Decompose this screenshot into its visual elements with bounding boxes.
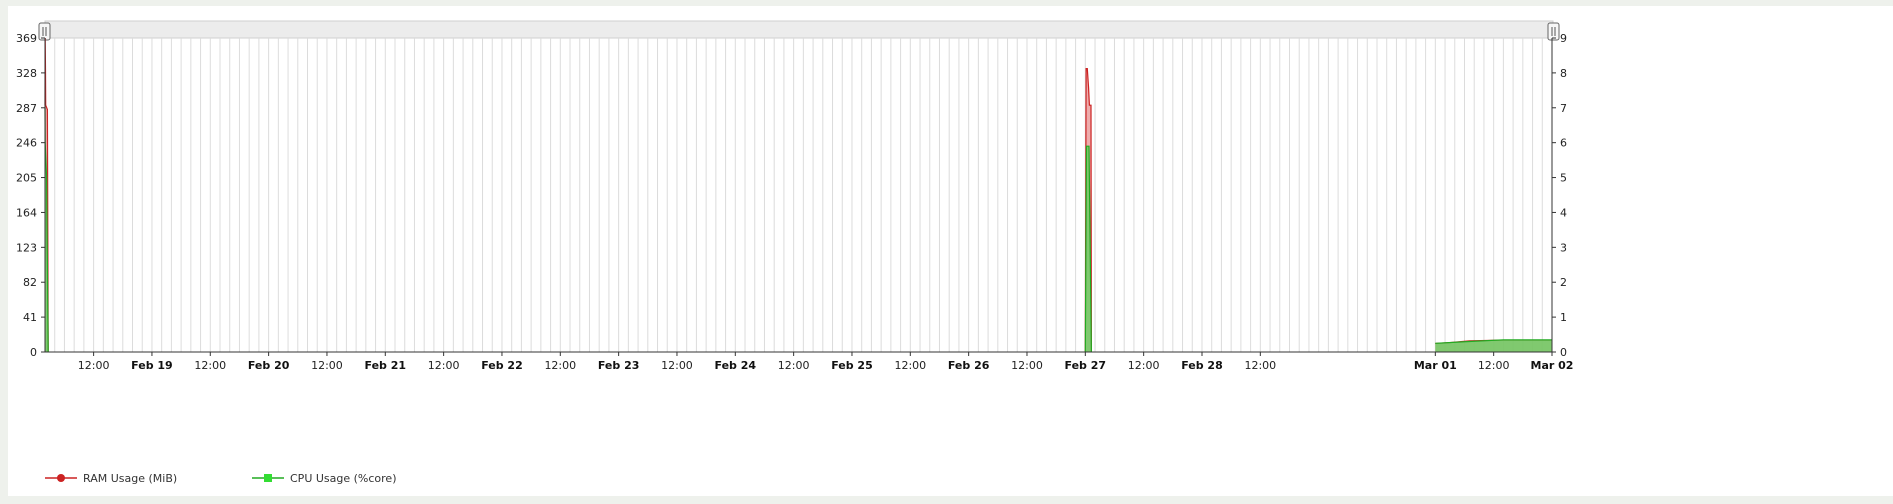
y-right-tick-label: 8 — [1560, 67, 1567, 80]
x-tick-label: Feb 20 — [248, 359, 290, 372]
legend: RAM Usage (MiB) CPU Usage (%core) — [45, 472, 397, 485]
x-tick-label: Feb 27 — [1065, 359, 1107, 372]
usage-chart: 12:00 Feb 19 12:00 Feb 20 12:00 Feb 21 12:00 Fe… — [16, 20, 1574, 485]
legend-item-ram[interactable]: RAM Usage (MiB) — [45, 472, 177, 485]
nav-handle-left[interactable] — [38, 22, 51, 41]
x-tick-label: Feb 28 — [1181, 359, 1223, 372]
series-line-cpu — [1435, 339, 1552, 344]
y-right-tick-label: 7 — [1560, 102, 1567, 115]
x-tick-label: 12:00 — [1128, 359, 1160, 372]
x-tick-label: Feb 21 — [365, 359, 407, 372]
x-tick-label: Feb 24 — [715, 359, 757, 372]
range-navigator[interactable] — [44, 20, 1554, 39]
y-left-tick-label: 328 — [16, 67, 37, 80]
x-tick-label: Feb 22 — [481, 359, 523, 372]
x-tick-label: Mar 02 — [1531, 359, 1574, 372]
x-tick-label: 12:00 — [894, 359, 926, 372]
series-line-ram — [1084, 67, 1093, 353]
y-right-tick-label: 6 — [1560, 137, 1567, 150]
y-right-tick-label: 0 — [1560, 346, 1567, 359]
x-tick-label: 12:00 — [428, 359, 460, 372]
x-tick-label: 12:00 — [1011, 359, 1043, 372]
x-axis-ticks: 12:00 Feb 19 12:00 Feb 20 12:00 Feb 21 12:00 Fe… — [45, 351, 1574, 372]
y-right-tick-label: 9 — [1560, 32, 1567, 45]
series-line-cpu — [1084, 145, 1092, 353]
grid-lines — [44, 38, 1553, 352]
y-left-tick-label: 164 — [16, 206, 37, 219]
y-right-tick-label: 2 — [1560, 276, 1567, 289]
plot-area — [44, 37, 1552, 353]
x-tick-label: Feb 26 — [948, 359, 990, 372]
x-tick-label: 12:00 — [311, 359, 343, 372]
x-tick-label: 12:00 — [194, 359, 226, 372]
legend-square-marker — [264, 474, 272, 482]
nav-handle-right[interactable] — [1547, 22, 1560, 41]
y-left-tick-label: 246 — [16, 137, 37, 150]
y-left-tick-label: 123 — [16, 241, 37, 254]
y-right-tick-label: 5 — [1560, 172, 1567, 185]
x-tick-label: 12:00 — [661, 359, 693, 372]
x-tick-label: 12:00 — [78, 359, 110, 372]
legend-label: RAM Usage (MiB) — [83, 472, 177, 485]
y-left-tick-label: 82 — [23, 276, 37, 289]
y-left-tick-label: 41 — [23, 311, 37, 324]
y-left-tick-label: 0 — [30, 346, 37, 359]
y-left-tick-label: 287 — [16, 102, 37, 115]
x-tick-label: 12:00 — [778, 359, 810, 372]
x-tick-label: 12:00 — [1244, 359, 1276, 372]
y-axis-left: 0 41 82 123 164 205 246 287 328 369 — [16, 32, 46, 359]
y-left-tick-label: 205 — [16, 172, 37, 185]
legend-label: CPU Usage (%core) — [290, 472, 397, 485]
series-area-cpu — [1085, 146, 1092, 352]
x-tick-label: 12:00 — [544, 359, 576, 372]
x-tick-label: Feb 19 — [131, 359, 173, 372]
series-area-cpu — [1435, 339, 1552, 352]
y-right-tick-label: 4 — [1560, 206, 1567, 219]
y-axis-right: 0 1 2 3 4 5 6 7 8 9 — [1551, 32, 1567, 359]
x-tick-label: Feb 23 — [598, 359, 640, 372]
chart-frame: 12:00 Feb 19 12:00 Feb 20 12:00 Feb 21 12:00 Fe… — [8, 6, 1893, 496]
x-tick-label: Feb 25 — [831, 359, 873, 372]
legend-item-cpu[interactable]: CPU Usage (%core) — [252, 472, 397, 485]
legend-circle-marker — [57, 474, 65, 482]
y-left-tick-label: 369 — [16, 32, 37, 45]
x-tick-label: Mar 01 — [1414, 359, 1457, 372]
y-right-tick-label: 1 — [1560, 311, 1567, 324]
x-tick-label: 12:00 — [1478, 359, 1510, 372]
y-right-tick-label: 3 — [1560, 241, 1567, 254]
